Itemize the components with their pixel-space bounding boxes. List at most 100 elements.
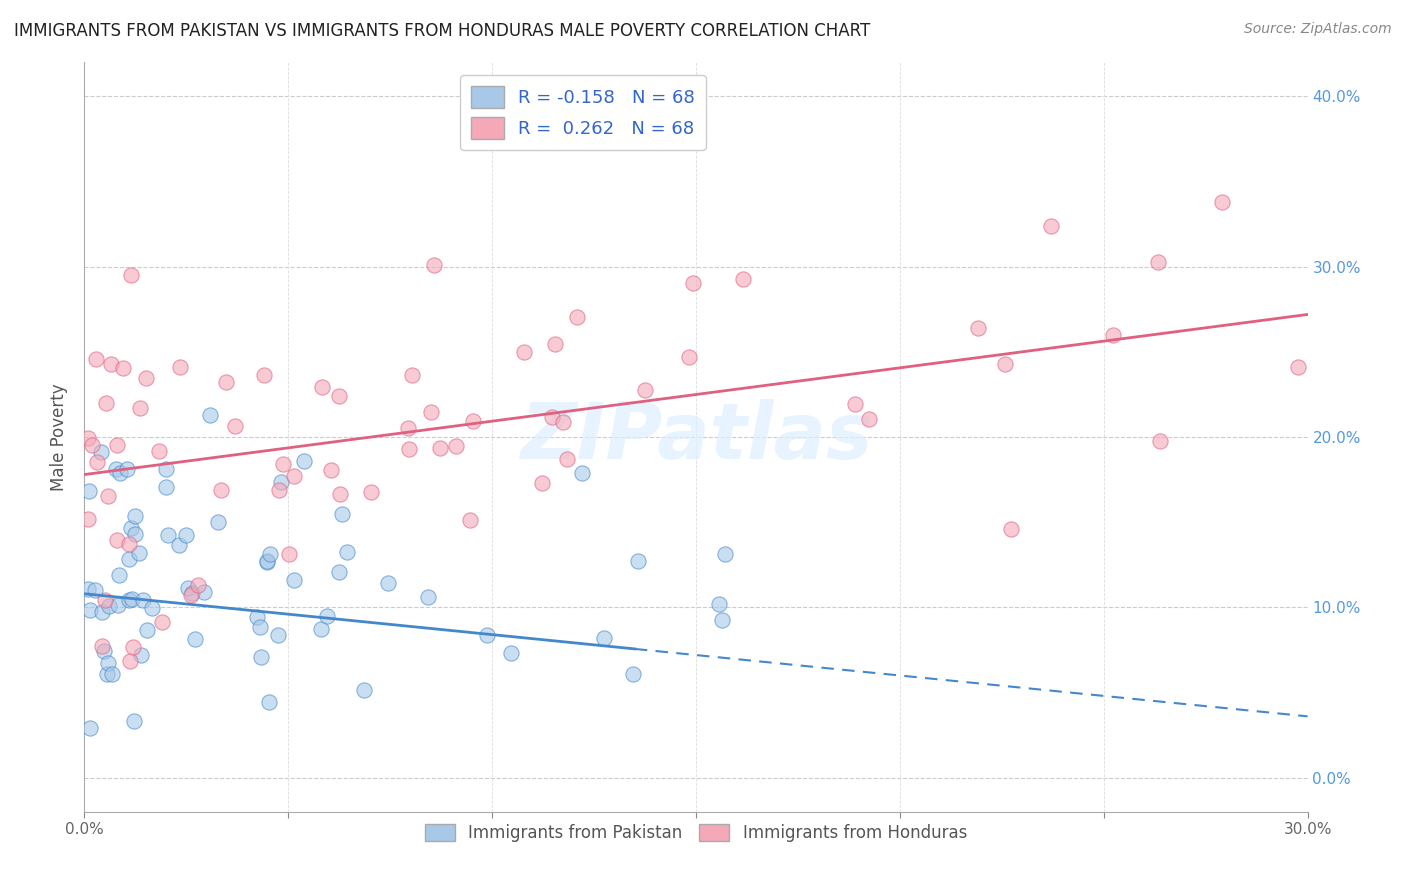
Point (97, 657, 120, 671)
Point (422, 258, 444, 272)
Point (256, 554, 278, 568)
Point (84, 351, 107, 366)
Point (209, 483, 232, 498)
Point (90, 445, 112, 459)
Point (118, 537, 141, 551)
Text: Source: ZipAtlas.com: Source: ZipAtlas.com (1244, 22, 1392, 37)
Text: ZIPatlas: ZIPatlas (520, 399, 872, 475)
Point (858, 412, 880, 426)
Point (174, 528, 197, 542)
Point (731, 272, 754, 286)
Point (77, 582, 100, 597)
Point (135, 624, 157, 638)
Legend: Immigrants from Pakistan, Immigrants from Honduras: Immigrants from Pakistan, Immigrants fro… (419, 817, 973, 848)
Point (353, 683, 375, 698)
Point (328, 389, 350, 403)
Point (567, 310, 589, 325)
Point (377, 576, 399, 591)
Point (177, 581, 200, 595)
Point (319, 463, 342, 477)
Point (107, 568, 129, 582)
Point (621, 667, 644, 681)
Point (271, 457, 294, 471)
Point (122, 714, 145, 728)
Point (513, 344, 536, 359)
Point (101, 666, 124, 681)
Point (294, 454, 316, 468)
Point (105, 437, 128, 451)
Point (118, 654, 141, 668)
Point (1000, 522, 1022, 536)
Point (555, 451, 578, 466)
Point (96, 396, 118, 410)
Point (187, 578, 209, 592)
Point (128, 401, 150, 415)
Point (416, 591, 439, 605)
Point (224, 419, 246, 434)
Point (711, 613, 734, 627)
Point (540, 409, 562, 424)
Point (115, 462, 138, 476)
Point (105, 461, 128, 475)
Point (124, 508, 146, 523)
Point (129, 648, 152, 663)
Point (967, 321, 990, 335)
Point (444, 439, 467, 453)
Point (134, 371, 156, 385)
Point (108, 467, 131, 481)
Point (107, 533, 129, 548)
Point (678, 350, 700, 364)
Point (107, 598, 129, 612)
Point (198, 408, 221, 422)
Point (315, 609, 337, 624)
Point (259, 547, 281, 561)
Point (330, 507, 353, 521)
Point (278, 547, 301, 561)
Point (360, 484, 382, 499)
Point (156, 527, 179, 541)
Point (267, 483, 290, 497)
Point (420, 404, 443, 418)
Point (1286, 360, 1309, 375)
Point (501, 646, 523, 660)
Point (120, 268, 142, 282)
Point (682, 277, 704, 291)
Point (401, 368, 423, 383)
Point (270, 475, 292, 490)
Point (94, 593, 117, 607)
Point (91, 639, 114, 653)
Point (461, 413, 484, 427)
Text: IMMIGRANTS FROM PAKISTAN VS IMMIGRANTS FROM HONDURAS MALE POVERTY CORRELATION CH: IMMIGRANTS FROM PAKISTAN VS IMMIGRANTS F… (14, 22, 870, 40)
Point (152, 615, 174, 629)
Point (207, 515, 229, 529)
Point (98, 599, 121, 613)
Point (184, 632, 207, 646)
Point (253, 368, 276, 382)
Point (309, 622, 332, 636)
Point (714, 547, 737, 561)
Point (844, 397, 866, 411)
Point (79, 721, 101, 735)
Point (329, 487, 352, 501)
Point (79, 483, 101, 498)
Point (97, 489, 120, 503)
Point (112, 361, 135, 376)
Point (93, 644, 115, 658)
Point (79, 603, 101, 617)
Point (121, 640, 143, 654)
Point (77, 512, 100, 526)
Point (155, 479, 177, 493)
Point (544, 337, 567, 351)
Point (193, 585, 215, 599)
Point (245, 609, 267, 624)
Point (477, 628, 499, 642)
Point (1211, 194, 1233, 209)
Point (267, 628, 290, 642)
Point (994, 357, 1017, 371)
Point (592, 631, 614, 645)
Point (1101, 328, 1123, 343)
Point (398, 442, 420, 457)
Point (1147, 255, 1170, 269)
Point (86, 455, 108, 469)
Point (180, 586, 202, 600)
